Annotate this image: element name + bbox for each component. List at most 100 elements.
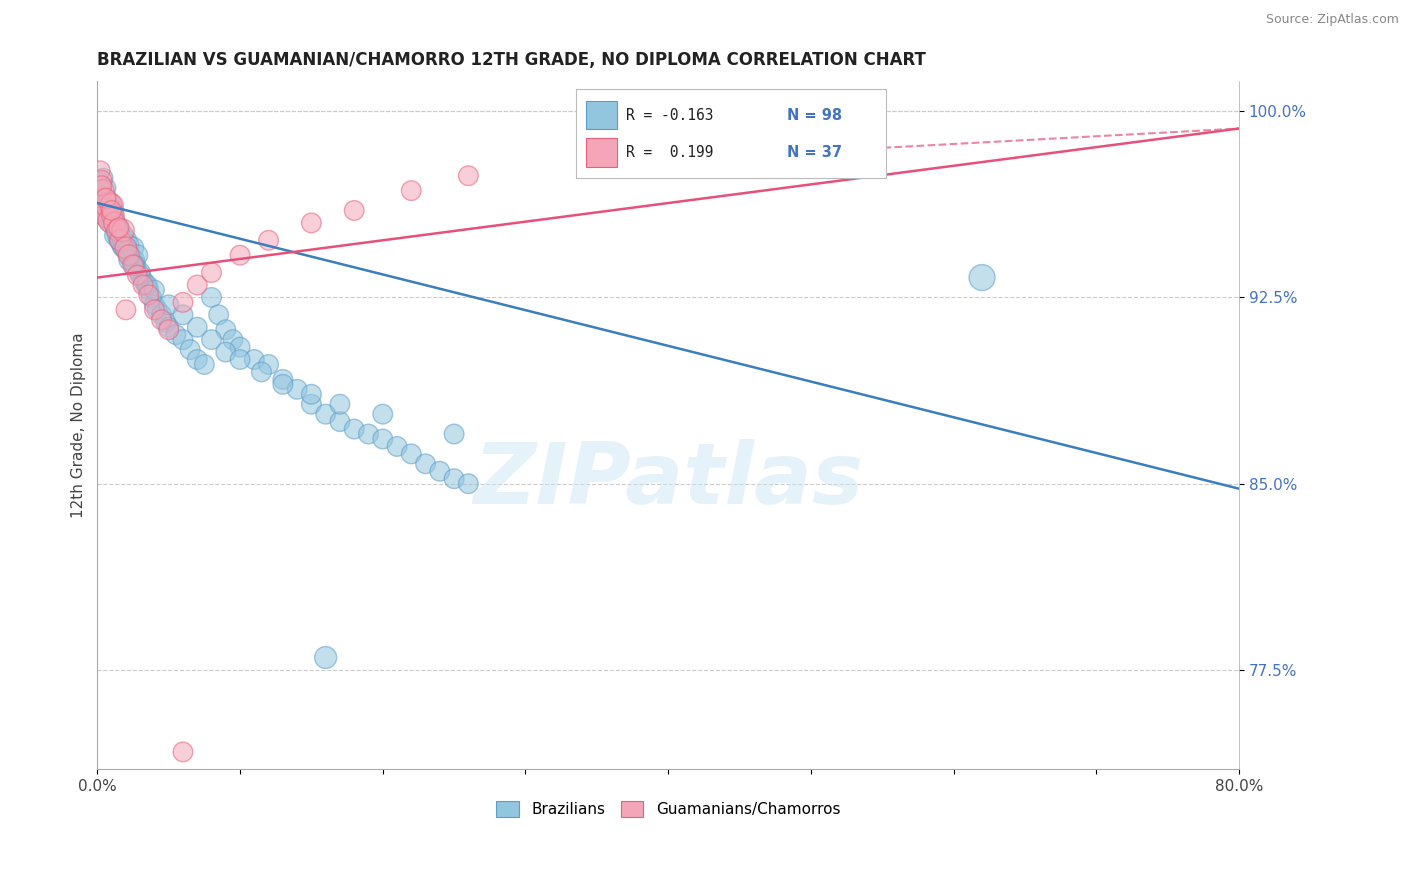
Bar [586,101,617,129]
Point [103,216,125,230]
Point [121,253,143,268]
Point [104,223,127,237]
Point [112,223,135,237]
Point [371,432,394,446]
Point [129,268,152,282]
Point [118,253,141,268]
Point [91,191,114,205]
Point [329,415,352,429]
Point [124,253,146,268]
Point [141,290,163,304]
Point [115,233,138,247]
Point [90,174,112,188]
Point [429,464,451,478]
Point [315,407,337,421]
Point [107,233,129,247]
Point [143,298,166,312]
Point [101,211,124,225]
Point [271,377,294,392]
Point [172,745,194,759]
Point [132,278,155,293]
Point [157,320,180,334]
Point [443,427,465,442]
Point [208,308,231,322]
Point [129,266,152,280]
Point [257,233,280,247]
Point [125,258,148,272]
Point [172,333,194,347]
Point [200,333,222,347]
Point [357,427,380,442]
Point [93,194,115,208]
Point [114,241,136,255]
Point [90,178,112,193]
Point [165,327,187,342]
Point [243,352,266,367]
Point [136,278,159,293]
Point [96,209,118,223]
Point [122,241,145,255]
Point [122,258,145,272]
Point [250,365,273,379]
Point [371,407,394,421]
Point [135,278,157,293]
Point [179,343,201,357]
Point [108,233,131,247]
Point [115,241,138,255]
Point [110,238,132,252]
Point [105,223,128,237]
Point [343,422,366,436]
Point [107,220,129,235]
Point [93,203,115,218]
Point [172,295,194,310]
Text: Source: ZipAtlas.com: Source: ZipAtlas.com [1265,13,1399,27]
Point [89,174,111,188]
Point [124,260,146,275]
Point [112,241,135,255]
Point [157,298,180,312]
Point [127,248,149,262]
Point [120,248,142,262]
Point [100,203,122,218]
Point [105,220,128,235]
Point [101,209,124,223]
Point [107,220,129,235]
Point [94,181,117,195]
Point [94,209,117,223]
Point [103,216,125,230]
Point [97,198,120,212]
Text: BRAZILIAN VS GUAMANIAN/CHAMORRO 12TH GRADE, NO DIPLOMA CORRELATION CHART: BRAZILIAN VS GUAMANIAN/CHAMORRO 12TH GRA… [97,51,927,69]
Point [443,472,465,486]
Point [222,333,245,347]
Point [118,248,141,262]
Point [143,283,166,297]
Point [91,184,114,198]
Point [229,248,252,262]
Point [401,447,423,461]
Point [257,358,280,372]
Point [98,216,121,230]
Point [101,209,124,223]
Point [97,209,120,223]
Point [100,203,122,218]
Point [98,213,121,227]
Point [200,266,222,280]
Point [108,233,131,247]
Point [93,196,115,211]
Point [110,231,132,245]
Point [186,320,208,334]
Text: N = 37: N = 37 [787,145,842,160]
Point [132,273,155,287]
Point [117,244,139,258]
Point [271,372,294,386]
Point [457,169,479,183]
Point [215,345,238,359]
Point [96,209,118,223]
Point [118,238,141,252]
Text: R = -0.163: R = -0.163 [626,108,713,122]
Point [299,397,322,411]
Point [117,245,139,260]
Bar [586,138,617,167]
Point [315,650,337,665]
Text: R =  0.199: R = 0.199 [626,145,713,160]
